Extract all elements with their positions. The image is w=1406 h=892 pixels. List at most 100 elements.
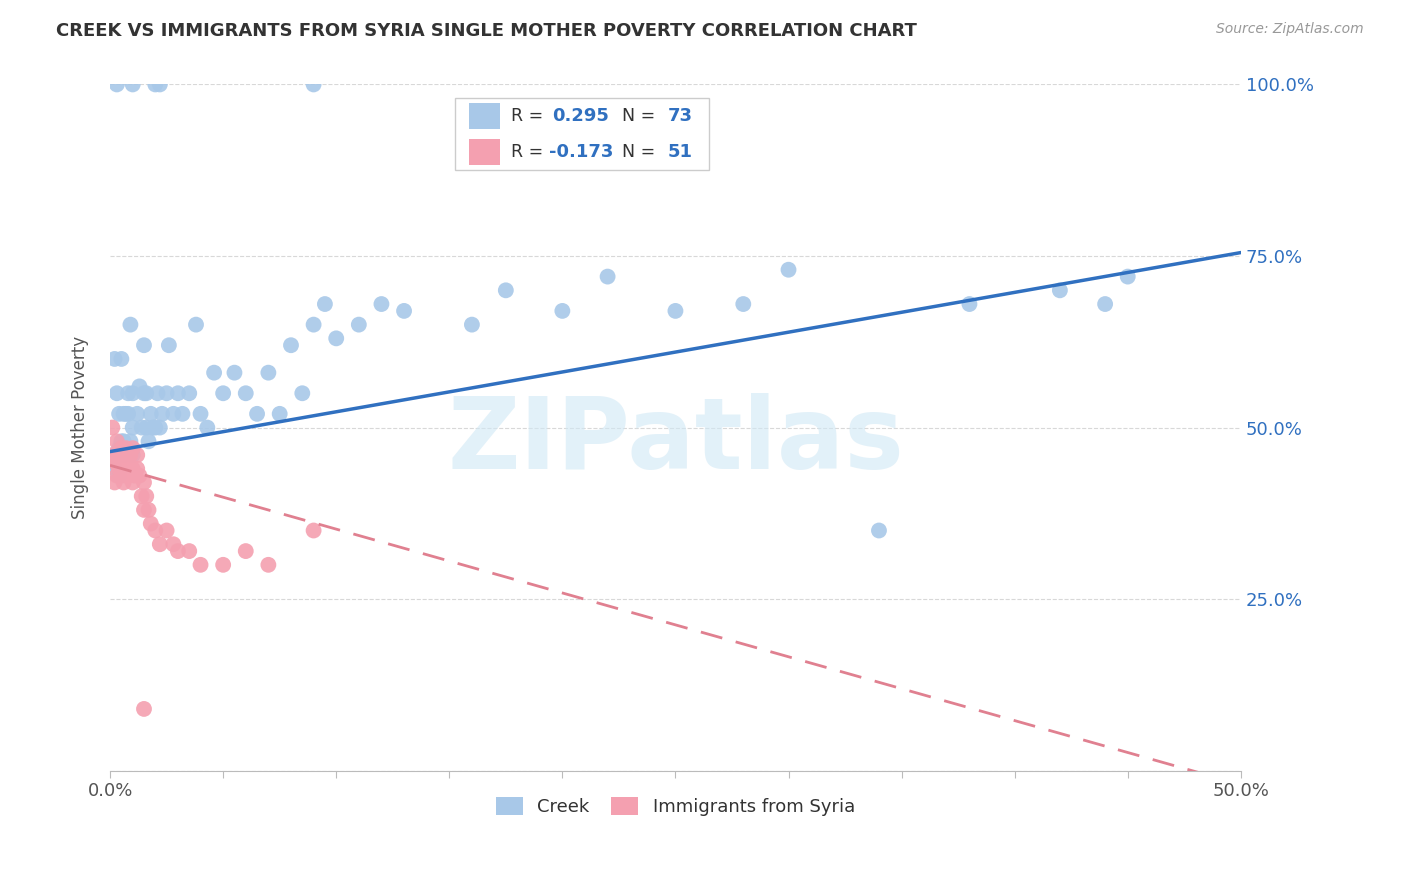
- Point: [104, 461, 127, 475]
- Point: [132, 338, 155, 352]
- Point: [135, 386, 157, 401]
- Point: [212, 386, 235, 401]
- Point: [117, 386, 139, 401]
- Point: [257, 366, 280, 380]
- Point: [121, 78, 143, 92]
- Point: [235, 386, 257, 401]
- Point: [132, 503, 155, 517]
- Point: [202, 366, 225, 380]
- Point: [155, 386, 177, 401]
- Text: 0.295: 0.295: [553, 107, 609, 125]
- Point: [121, 448, 143, 462]
- Point: [124, 468, 146, 483]
- Point: [115, 441, 138, 455]
- Point: [115, 468, 138, 483]
- Point: [120, 448, 142, 462]
- Point: [155, 524, 177, 538]
- Point: [195, 420, 218, 434]
- Point: [143, 420, 166, 434]
- Point: [101, 420, 124, 434]
- Point: [112, 475, 135, 490]
- FancyBboxPatch shape: [456, 98, 710, 170]
- Point: [172, 407, 194, 421]
- Point: [167, 386, 190, 401]
- Point: [461, 318, 484, 332]
- Point: [143, 78, 166, 92]
- Point: [664, 304, 686, 318]
- Point: [280, 338, 302, 352]
- Point: [139, 407, 162, 421]
- Point: [104, 455, 127, 469]
- Point: [138, 434, 160, 449]
- Point: [132, 386, 155, 401]
- Point: [120, 461, 142, 475]
- Point: [157, 338, 180, 352]
- Point: [302, 318, 325, 332]
- Point: [370, 297, 392, 311]
- Point: [115, 441, 138, 455]
- Point: [120, 318, 142, 332]
- Point: [1116, 269, 1139, 284]
- Text: N =: N =: [623, 144, 661, 161]
- Point: [291, 386, 314, 401]
- Point: [190, 407, 212, 421]
- Point: [112, 448, 135, 462]
- Text: Source: ZipAtlas.com: Source: ZipAtlas.com: [1216, 22, 1364, 37]
- Point: [112, 461, 135, 475]
- Point: [110, 434, 132, 449]
- Point: [1094, 297, 1116, 311]
- Point: [105, 455, 128, 469]
- Point: [269, 407, 291, 421]
- Point: [108, 468, 131, 483]
- Point: [132, 702, 155, 716]
- Point: [167, 544, 190, 558]
- Point: [143, 524, 166, 538]
- Point: [105, 448, 128, 462]
- Point: [115, 407, 138, 421]
- Point: [108, 441, 131, 455]
- Text: -0.173: -0.173: [548, 144, 613, 161]
- FancyBboxPatch shape: [468, 103, 501, 129]
- Point: [108, 407, 131, 421]
- Point: [347, 318, 370, 332]
- Point: [733, 297, 755, 311]
- Point: [127, 448, 149, 462]
- Point: [146, 386, 169, 401]
- Point: [131, 489, 153, 503]
- Point: [127, 407, 149, 421]
- Text: R =: R =: [512, 107, 550, 125]
- Point: [121, 420, 143, 434]
- Point: [121, 386, 143, 401]
- Point: [105, 434, 128, 449]
- Point: [121, 461, 143, 475]
- Point: [105, 448, 128, 462]
- Point: [246, 407, 269, 421]
- Point: [110, 448, 132, 462]
- Point: [257, 558, 280, 572]
- Point: [224, 366, 246, 380]
- Point: [117, 468, 139, 483]
- Point: [117, 455, 139, 469]
- Point: [135, 489, 157, 503]
- Point: [121, 441, 143, 455]
- Point: [495, 283, 517, 297]
- Point: [112, 448, 135, 462]
- Point: [596, 269, 619, 284]
- Point: [108, 461, 131, 475]
- Point: [325, 331, 347, 345]
- Point: [162, 537, 184, 551]
- Point: [120, 434, 142, 449]
- Point: [105, 78, 128, 92]
- Point: [108, 461, 131, 475]
- Point: [179, 386, 201, 401]
- Point: [392, 304, 415, 318]
- FancyBboxPatch shape: [468, 139, 501, 165]
- Text: R =: R =: [512, 144, 550, 161]
- Point: [115, 448, 138, 462]
- Point: [149, 420, 172, 434]
- Point: [101, 448, 124, 462]
- Point: [302, 78, 325, 92]
- Y-axis label: Single Mother Poverty: Single Mother Poverty: [72, 336, 89, 519]
- Point: [142, 420, 165, 434]
- Point: [104, 351, 127, 366]
